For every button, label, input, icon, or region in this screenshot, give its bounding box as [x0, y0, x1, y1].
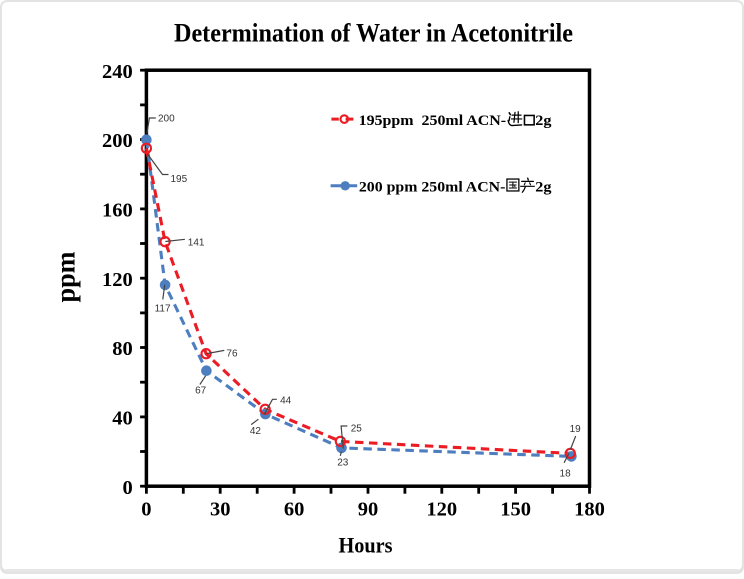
- svg-text:150: 150: [500, 499, 531, 521]
- svg-text:141: 141: [188, 238, 205, 249]
- svg-text:80: 80: [112, 338, 133, 360]
- svg-text:0: 0: [141, 499, 151, 521]
- svg-text:120: 120: [426, 499, 457, 521]
- svg-text:18: 18: [560, 469, 572, 480]
- svg-text:23: 23: [337, 458, 349, 469]
- svg-text:200: 200: [158, 114, 175, 125]
- svg-text:60: 60: [284, 499, 305, 521]
- svg-text:Determination of Water in Acet: Determination of Water in Acetonitrile: [174, 18, 573, 48]
- svg-text:120: 120: [102, 269, 133, 291]
- svg-text:2g: 2g: [535, 113, 552, 129]
- svg-text:76: 76: [226, 349, 238, 360]
- svg-text:19: 19: [570, 424, 582, 435]
- svg-text:ppm: ppm: [50, 251, 80, 302]
- svg-text:160: 160: [102, 200, 133, 222]
- svg-text:30: 30: [210, 499, 231, 521]
- svg-text:44: 44: [280, 396, 292, 407]
- svg-text:0: 0: [123, 477, 133, 499]
- svg-text:200: 200: [102, 130, 133, 152]
- svg-text:2g: 2g: [535, 179, 552, 195]
- svg-text:195: 195: [171, 174, 188, 185]
- svg-text:67: 67: [195, 385, 207, 396]
- svg-text:117: 117: [155, 304, 171, 315]
- svg-text:40: 40: [112, 408, 133, 430]
- svg-text:195ppm 250ml ACN-: 195ppm 250ml ACN-: [359, 113, 507, 129]
- svg-text:240: 240: [102, 61, 133, 83]
- svg-text:42: 42: [250, 426, 262, 437]
- svg-text:90: 90: [358, 499, 379, 521]
- svg-text:180: 180: [574, 499, 605, 521]
- svg-text:Hours: Hours: [339, 532, 393, 557]
- svg-text:200 ppm 250ml ACN-: 200 ppm 250ml ACN-: [359, 179, 506, 195]
- svg-text:25: 25: [351, 424, 363, 435]
